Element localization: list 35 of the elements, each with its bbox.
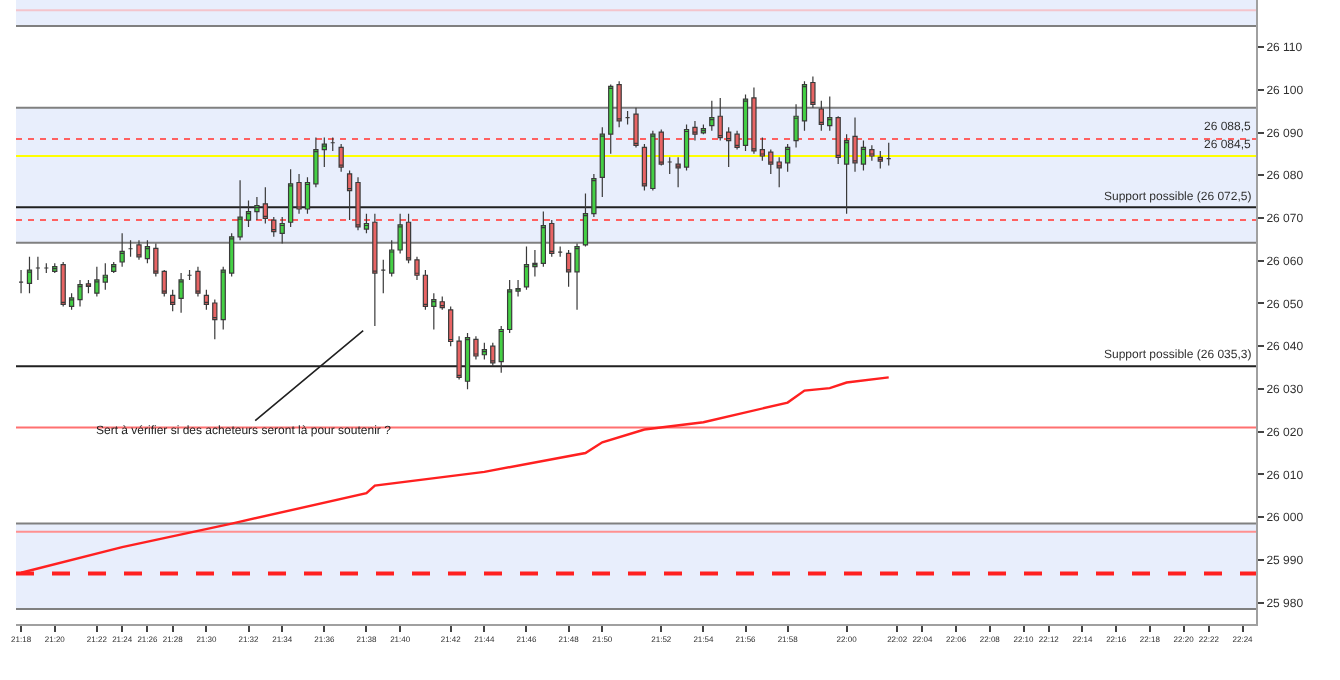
- candlestick: [262, 186, 269, 225]
- candlestick: [77, 279, 83, 308]
- candlestick: [355, 176, 361, 231]
- candlestick: [650, 130, 656, 192]
- candlestick: [633, 107, 639, 149]
- candlestick: [742, 93, 749, 152]
- candlestick: [43, 262, 49, 274]
- candlestick: [877, 150, 883, 169]
- candlestick: [102, 262, 108, 291]
- candlestick: [818, 100, 824, 132]
- candlestick: [279, 216, 285, 245]
- candlestick: [127, 239, 134, 258]
- candlestick: [119, 232, 125, 268]
- candlestick: [35, 256, 41, 281]
- candlestick: [464, 332, 471, 390]
- candlestick: [557, 246, 563, 258]
- candlestick: [111, 261, 117, 274]
- candlestick: [287, 168, 294, 228]
- candlestick: [330, 137, 336, 152]
- candlestick: [60, 261, 66, 308]
- candlestick: [372, 213, 378, 327]
- candlestick: [271, 216, 277, 238]
- candlestick: [751, 87, 757, 155]
- candlestick: [18, 269, 24, 294]
- candlestick: [136, 239, 142, 261]
- candlestick: [574, 243, 580, 311]
- candlestick: [195, 266, 201, 298]
- candlestick: [481, 342, 488, 361]
- candlestick: [523, 246, 530, 291]
- candlestick: [26, 256, 33, 294]
- candlestick: [338, 143, 344, 173]
- candlestick: [886, 142, 892, 166]
- candlestick: [178, 272, 184, 314]
- candlestick: [94, 266, 100, 298]
- candlestick: [667, 156, 673, 175]
